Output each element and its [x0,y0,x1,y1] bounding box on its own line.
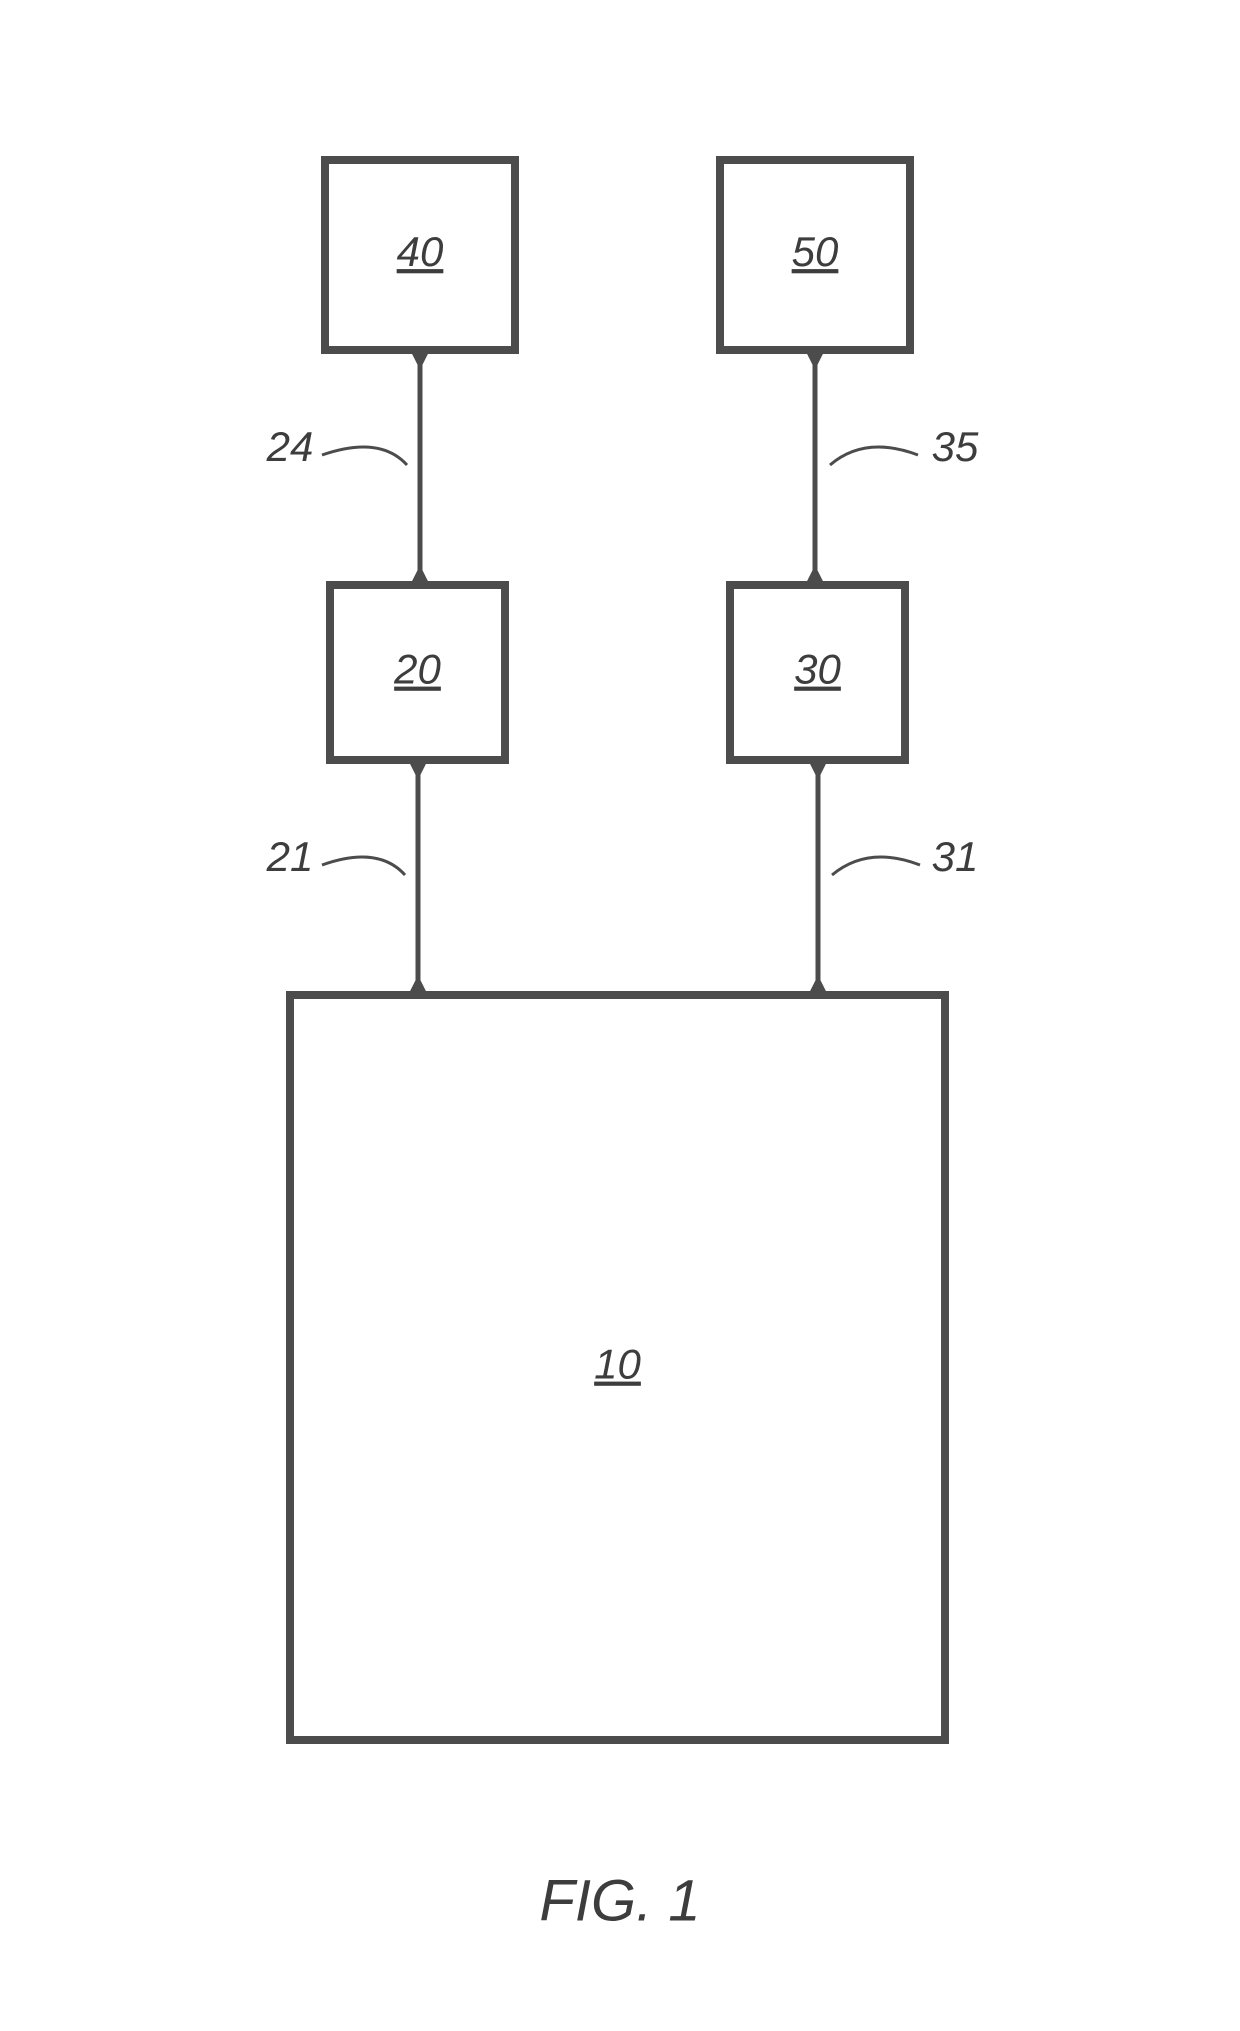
box-50-label: 50 [792,228,839,275]
box-10-label: 10 [594,1341,641,1388]
leader-24 [322,447,407,465]
box-20-label: 20 [393,646,441,693]
box-30-label: 30 [794,646,841,693]
connector-35-label: 35 [932,423,979,470]
leader-35 [830,447,918,465]
connector-31-label: 31 [932,833,979,880]
figure-caption: FIG. 1 [539,1868,700,1933]
box-40-label: 40 [397,228,444,275]
connector-24-label: 24 [266,423,314,470]
leader-21 [322,857,405,875]
leader-31 [832,857,920,875]
connector-21-label: 21 [266,833,314,880]
